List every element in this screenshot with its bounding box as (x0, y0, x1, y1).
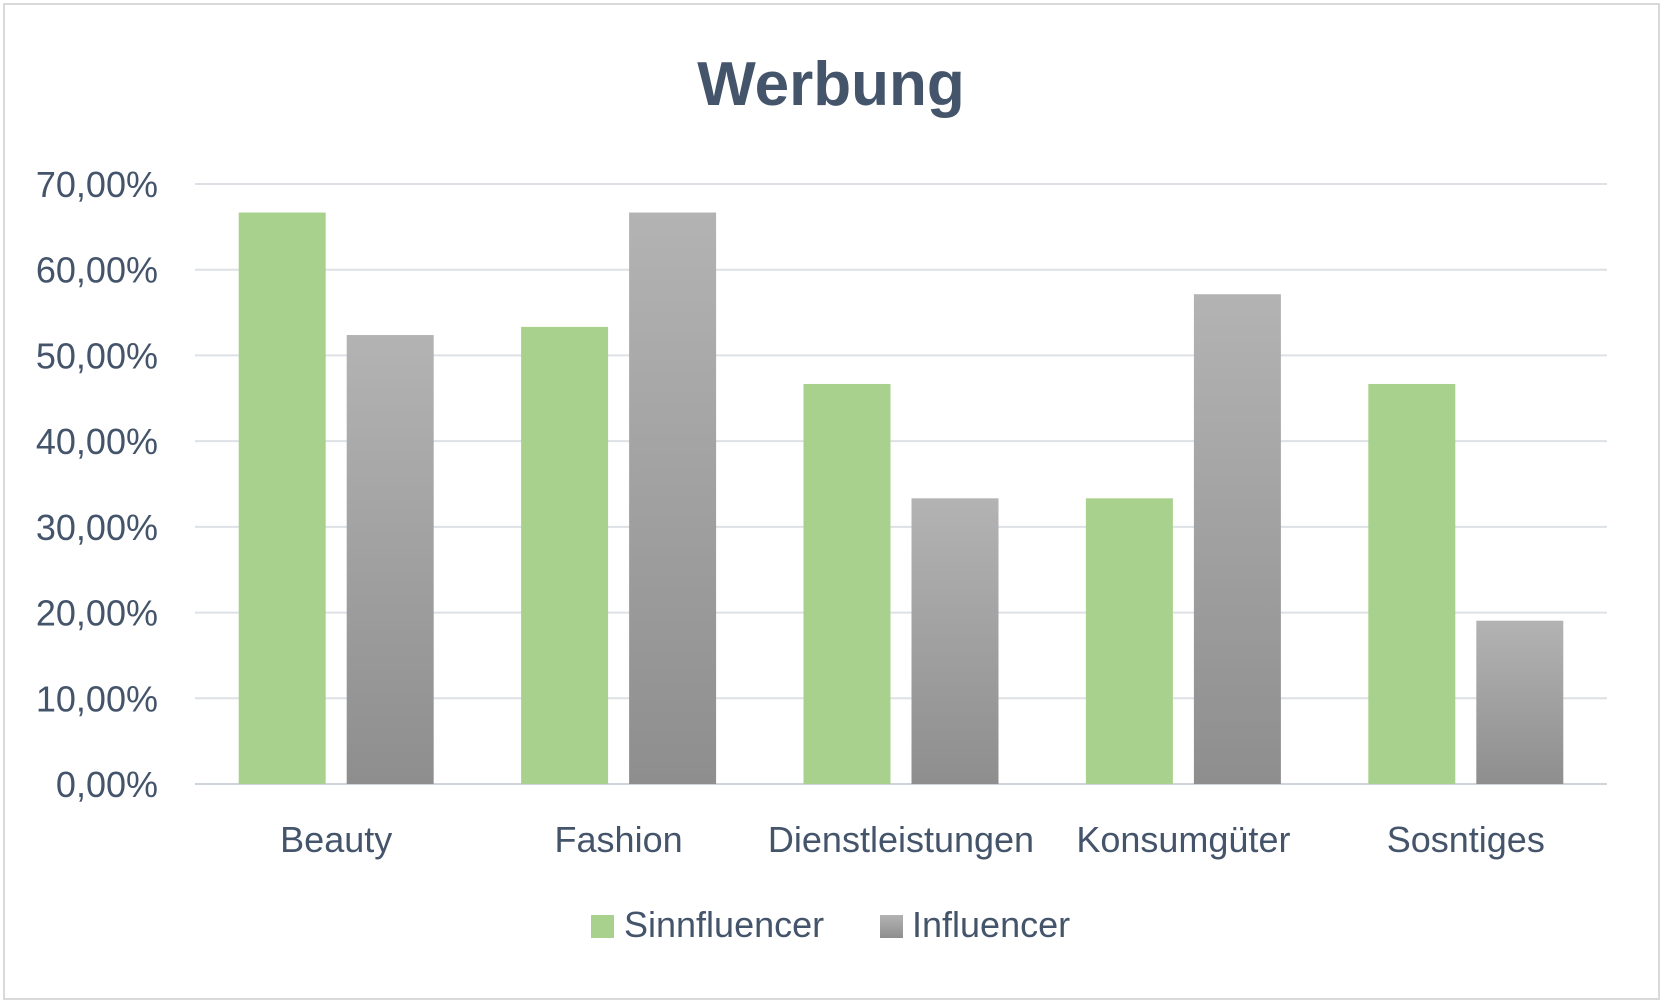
bar-influencer-3 (911, 498, 999, 784)
y-tick-label: 30,00% (36, 507, 158, 548)
x-axis-labels: Beauty Fashion Dienstleistungen Konsumgüter… (280, 819, 1545, 860)
y-tick-label: 20,00% (36, 593, 158, 634)
y-tick-label: 0,00% (56, 764, 158, 805)
bar-sinnfluencer-3 (803, 383, 891, 784)
bar-sinnfluencer-1 (238, 212, 326, 785)
legend-swatch-sinnfluencer (591, 915, 614, 938)
x-tick-label: Dienstleistungen (768, 819, 1034, 860)
legend-label-influencer: Influencer (912, 904, 1070, 945)
bars (238, 212, 1564, 785)
legend: Sinnfluencer Influencer (591, 904, 1070, 945)
y-tick-label: 40,00% (36, 421, 158, 462)
chart-title: Werbung (697, 50, 965, 119)
y-tick-label: 50,00% (36, 335, 158, 376)
bar-sinnfluencer-5 (1368, 383, 1456, 784)
y-axis-ticks: 0,00% 10,00% 20,00% 30,00% 40,00% 50,00% 60,00… (36, 164, 158, 805)
bar-influencer-5 (1476, 620, 1564, 784)
bar-influencer-4 (1193, 294, 1281, 784)
legend-swatch-influencer (880, 915, 903, 938)
bar-influencer-1 (346, 335, 434, 784)
bar-influencer-2 (629, 212, 717, 785)
bar-sinnfluencer-4 (1085, 498, 1173, 784)
y-tick-label: 70,00% (36, 164, 158, 205)
x-tick-label: Beauty (280, 819, 392, 860)
x-tick-label: Fashion (555, 819, 683, 860)
bar-sinnfluencer-2 (521, 326, 609, 784)
y-tick-label: 60,00% (36, 250, 158, 291)
legend-label-sinnfluencer: Sinnfluencer (624, 904, 824, 945)
x-tick-label: Sosntiges (1387, 819, 1545, 860)
x-tick-label: Konsumgüter (1076, 819, 1290, 860)
y-tick-label: 10,00% (36, 678, 158, 719)
